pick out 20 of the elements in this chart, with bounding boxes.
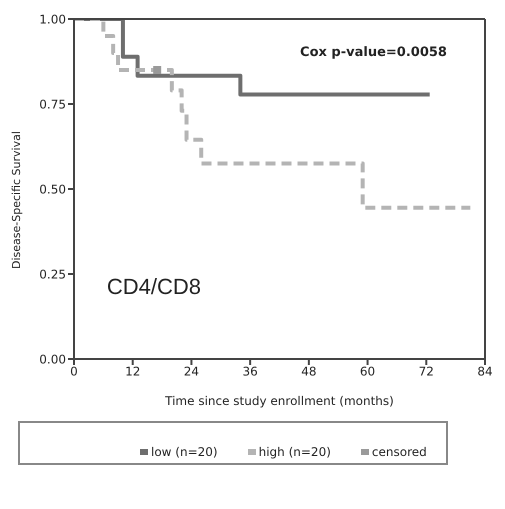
legend-label: high (n=20) bbox=[258, 445, 331, 459]
x-tick-label: 84 bbox=[477, 364, 493, 379]
x-axis-title: Time since study enrollment (months) bbox=[164, 394, 394, 408]
x-tick-label: 48 bbox=[301, 364, 316, 379]
x-tick-label: 72 bbox=[418, 364, 434, 379]
x-tick-label: 12 bbox=[125, 364, 140, 379]
y-tick-label: 0.50 bbox=[39, 182, 66, 196]
y-tick-label: 0.00 bbox=[39, 352, 66, 366]
legend-label: low (n=20) bbox=[151, 445, 218, 459]
y-tick-label: 1.00 bbox=[39, 12, 66, 26]
x-tick-label: 0 bbox=[70, 364, 78, 379]
y-tick-label: 0.75 bbox=[39, 97, 66, 112]
annotation: Cox p-value=0.0058 bbox=[300, 45, 447, 60]
annotation: CD4/CD8 bbox=[106, 274, 202, 300]
x-tick-label: 60 bbox=[360, 364, 376, 379]
x-tick-label: 24 bbox=[184, 364, 200, 379]
y-axis-title: Disease-Specific Survival bbox=[10, 131, 23, 269]
x-tick-label: 36 bbox=[242, 364, 258, 379]
legend-label: censored bbox=[372, 445, 427, 459]
y-tick-label: 0.25 bbox=[39, 267, 66, 282]
